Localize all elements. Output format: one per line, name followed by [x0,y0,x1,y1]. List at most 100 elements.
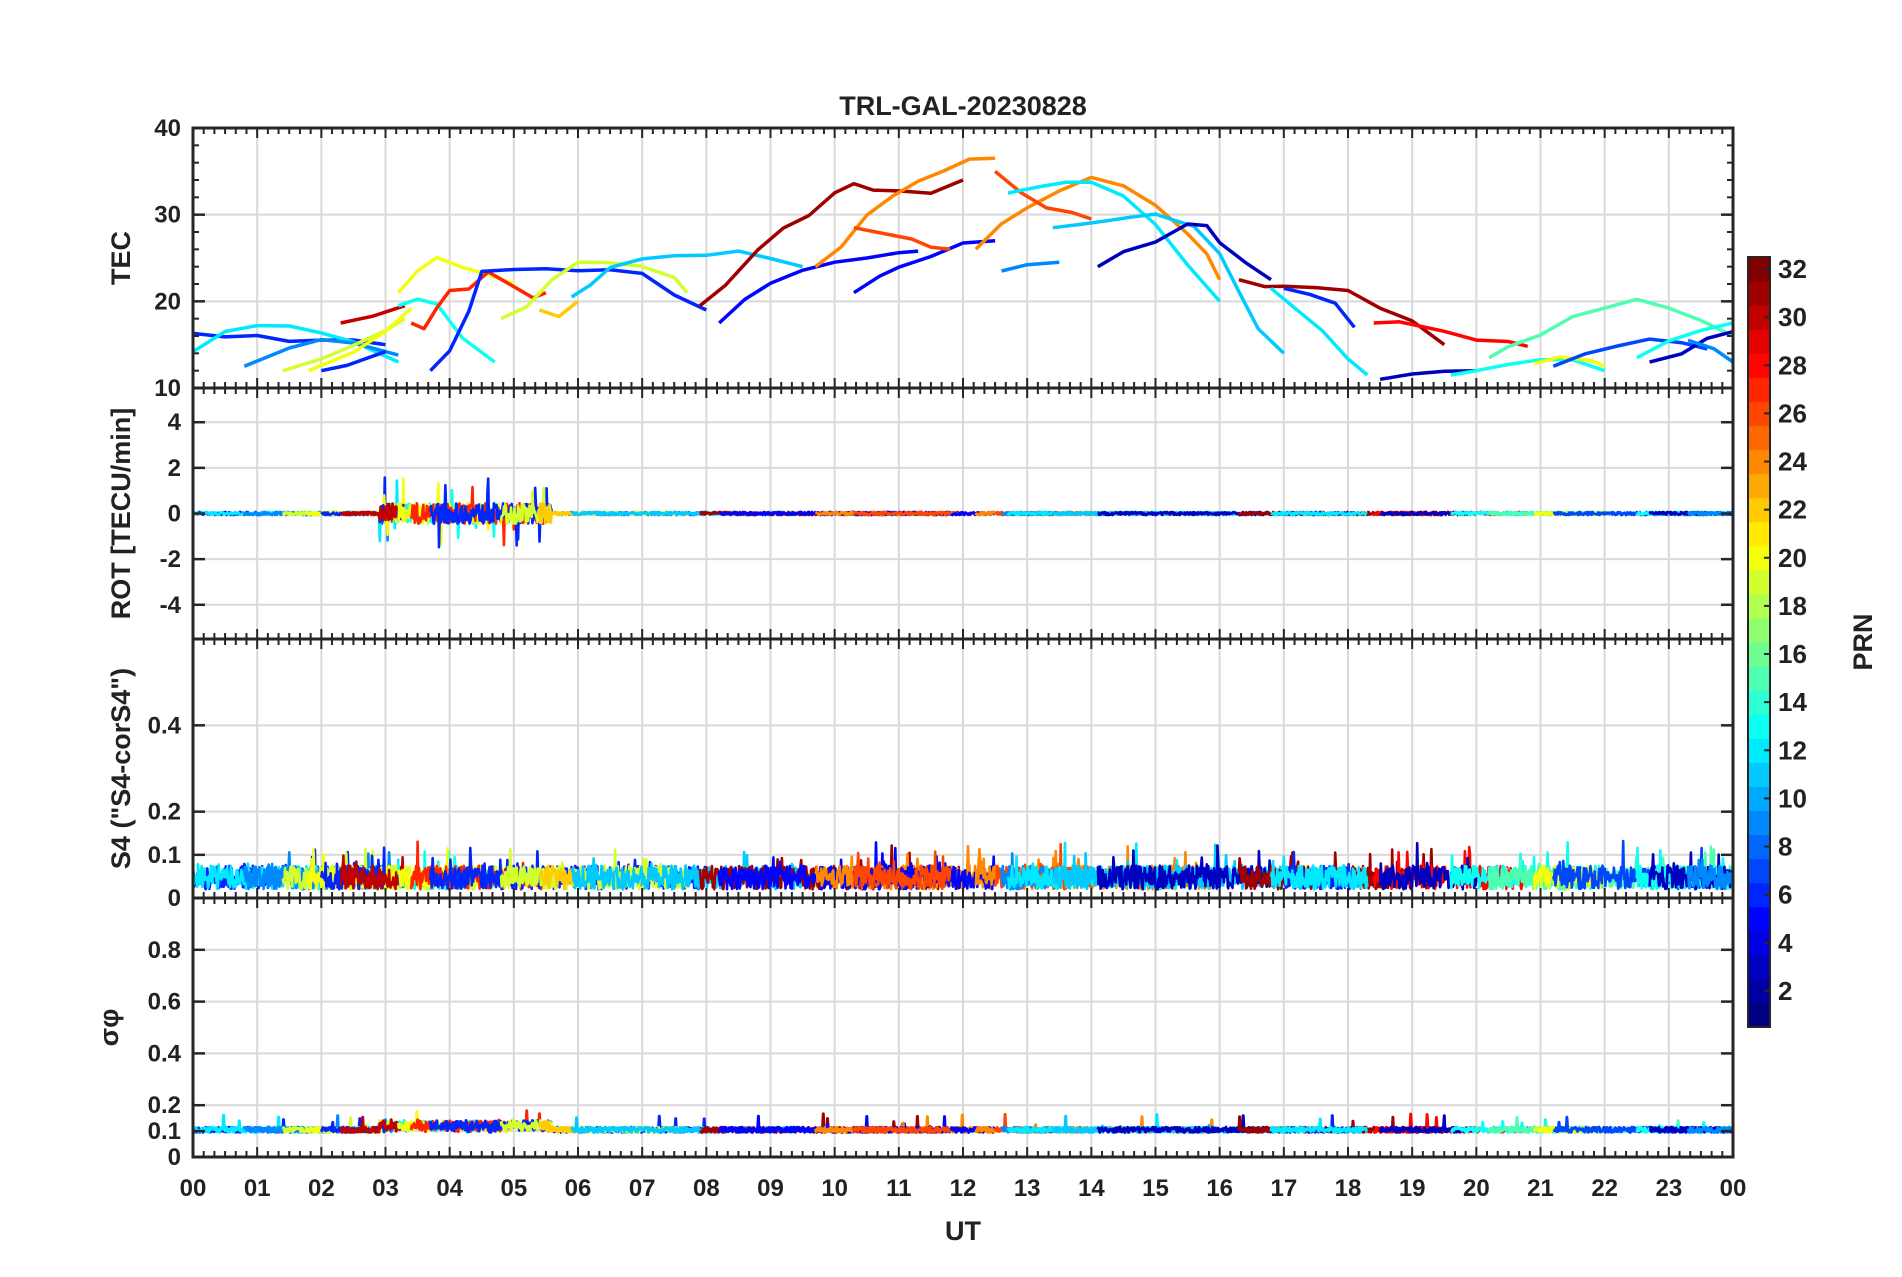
tec-y-tick-label: 30 [154,202,181,229]
tec-series-prn-9 [1001,260,1060,273]
colorbar-swatch [1748,642,1770,667]
x-tick-label: 00 [180,1175,207,1202]
s4-y-tick-label: 0.1 [148,842,181,869]
tec-series-prn-13 [397,297,496,364]
x-tick-label: 03 [372,1175,399,1202]
tec-series-prn-3 [1649,330,1734,364]
colorbar-swatch [1748,545,1770,571]
rot-series-prn-26 [852,510,952,517]
colorbar-swatch [1748,930,1770,956]
sigma-series-prn-22 [538,1119,580,1134]
tec-series-prn-9 [243,337,399,368]
tec-series-prn-11 [570,249,804,299]
sigma-series-prn-26 [852,1125,952,1134]
x-tick-label: 00 [1720,1175,1747,1202]
colorbar-swatch [1748,353,1770,378]
colorbar-tick-label: 30 [1778,302,1807,332]
colorbar-swatch [1748,858,1770,884]
tec-series-prn-9 [1687,338,1734,364]
x-tick-label: 14 [1078,1175,1105,1202]
colorbar-swatch [1748,401,1770,427]
colorbar-swatch [1748,690,1770,715]
colorbar-tick-label: 22 [1778,495,1807,525]
tec-series-prn-12 [1269,286,1369,377]
colorbar-tick-label: 16 [1778,639,1807,669]
tec-series-prn-3 [1379,368,1477,382]
rot-y-axis-label: ROT [TECU/min] [106,408,136,619]
tec-series-prn-6 [1283,286,1356,329]
colorbar-tick-label: 32 [1778,254,1807,284]
colorbar-swatch [1748,714,1770,739]
sigma-series-prn-12 [1269,1117,1368,1134]
x-tick-label: 01 [244,1175,271,1202]
rot-y-tick-label: -2 [160,546,181,573]
colorbar-swatch [1748,281,1770,306]
colorbar-tick-label: 12 [1778,735,1807,765]
tec-series-prn-5 [852,238,996,295]
tec-series-prn-30 [340,304,406,325]
x-tick-label: 18 [1335,1175,1362,1202]
colorbar-swatch [1748,810,1770,836]
colorbar-swatch [1748,305,1770,330]
tec-series-prn-3 [1096,222,1272,282]
tec-series-prn-22 [538,299,580,319]
colorbar-swatch [1748,377,1770,402]
sigma-y-tick-label: 0.1 [148,1118,181,1145]
sigma-y-axis-label: σφ [94,1009,124,1047]
colorbar-tick-label: 8 [1778,832,1792,862]
rot-y-tick-label: 4 [168,409,182,436]
tec-series-prn-26 [853,225,951,252]
tec-series-prn-28 [1373,320,1529,349]
rot-series-prn-12 [1270,510,1368,517]
rot-series-prn-30 [339,502,407,522]
colorbar-swatch [1748,497,1770,523]
x-tick-label: 13 [1014,1175,1041,1202]
x-tick-label: 23 [1655,1175,1682,1202]
s4-y-tick-label: 0 [168,885,181,912]
colorbar-tick-label: 18 [1778,591,1807,621]
data-layer [191,156,1735,1134]
x-tick-label: 22 [1591,1175,1618,1202]
s4-y-tick-label: 0.4 [148,712,182,739]
colorbar-swatch [1748,329,1770,354]
rot-series-prn-22 [538,502,580,525]
s4-series-prn-12 [1269,855,1369,891]
colorbar-swatch [1748,521,1770,547]
sigma-y-tick-label: 0.4 [148,1040,182,1067]
rot-y-tick-label: 2 [168,455,181,482]
tec-series-prn-13 [1450,357,1606,377]
tec-series-prn-11 [1052,212,1286,355]
colorbar-swatch [1748,834,1770,860]
colorbar-swatch [1748,906,1770,932]
colorbar-swatch [1748,569,1770,595]
rot-series-prn-19 [499,486,689,526]
tec-y-tick-label: 10 [154,375,181,402]
colorbar-swatch [1748,786,1770,812]
colorbar-swatch [1748,617,1770,643]
s4-series-prn-22 [538,864,580,891]
rot-series-prn-6 [191,476,387,526]
sigma-y-tick-label: 0.6 [148,989,181,1016]
x-tick-label: 11 [886,1175,911,1202]
tec-series-prn-24 [814,156,996,269]
colorbar-tick-label: 6 [1778,880,1792,910]
s4-series-prn-9 [1686,857,1735,891]
colorbar-tick-label: 26 [1778,398,1807,428]
sigma-y-tick-label: 0 [168,1144,181,1171]
tec-series-prn-26 [993,169,1092,221]
colorbar-swatch [1748,882,1770,908]
x-tick-label: 07 [629,1175,656,1202]
colorbar-tick-label: 24 [1778,447,1807,477]
tec-series-prn-24 [974,175,1222,281]
tec-y-tick-label: 40 [154,115,181,142]
frame-layer [191,126,1735,1159]
tec-series-prn-13 [1635,321,1734,360]
tec-series-prn-7 [1552,337,1708,368]
colorbar-swatch [1748,425,1770,451]
colorbar-swatch [1748,762,1770,787]
colorbar-label: PRN [1848,613,1878,670]
colorbar-swatch [1748,257,1770,282]
tec-y-tick-label: 20 [154,288,181,315]
tec-series-prn-31 [1238,278,1446,347]
